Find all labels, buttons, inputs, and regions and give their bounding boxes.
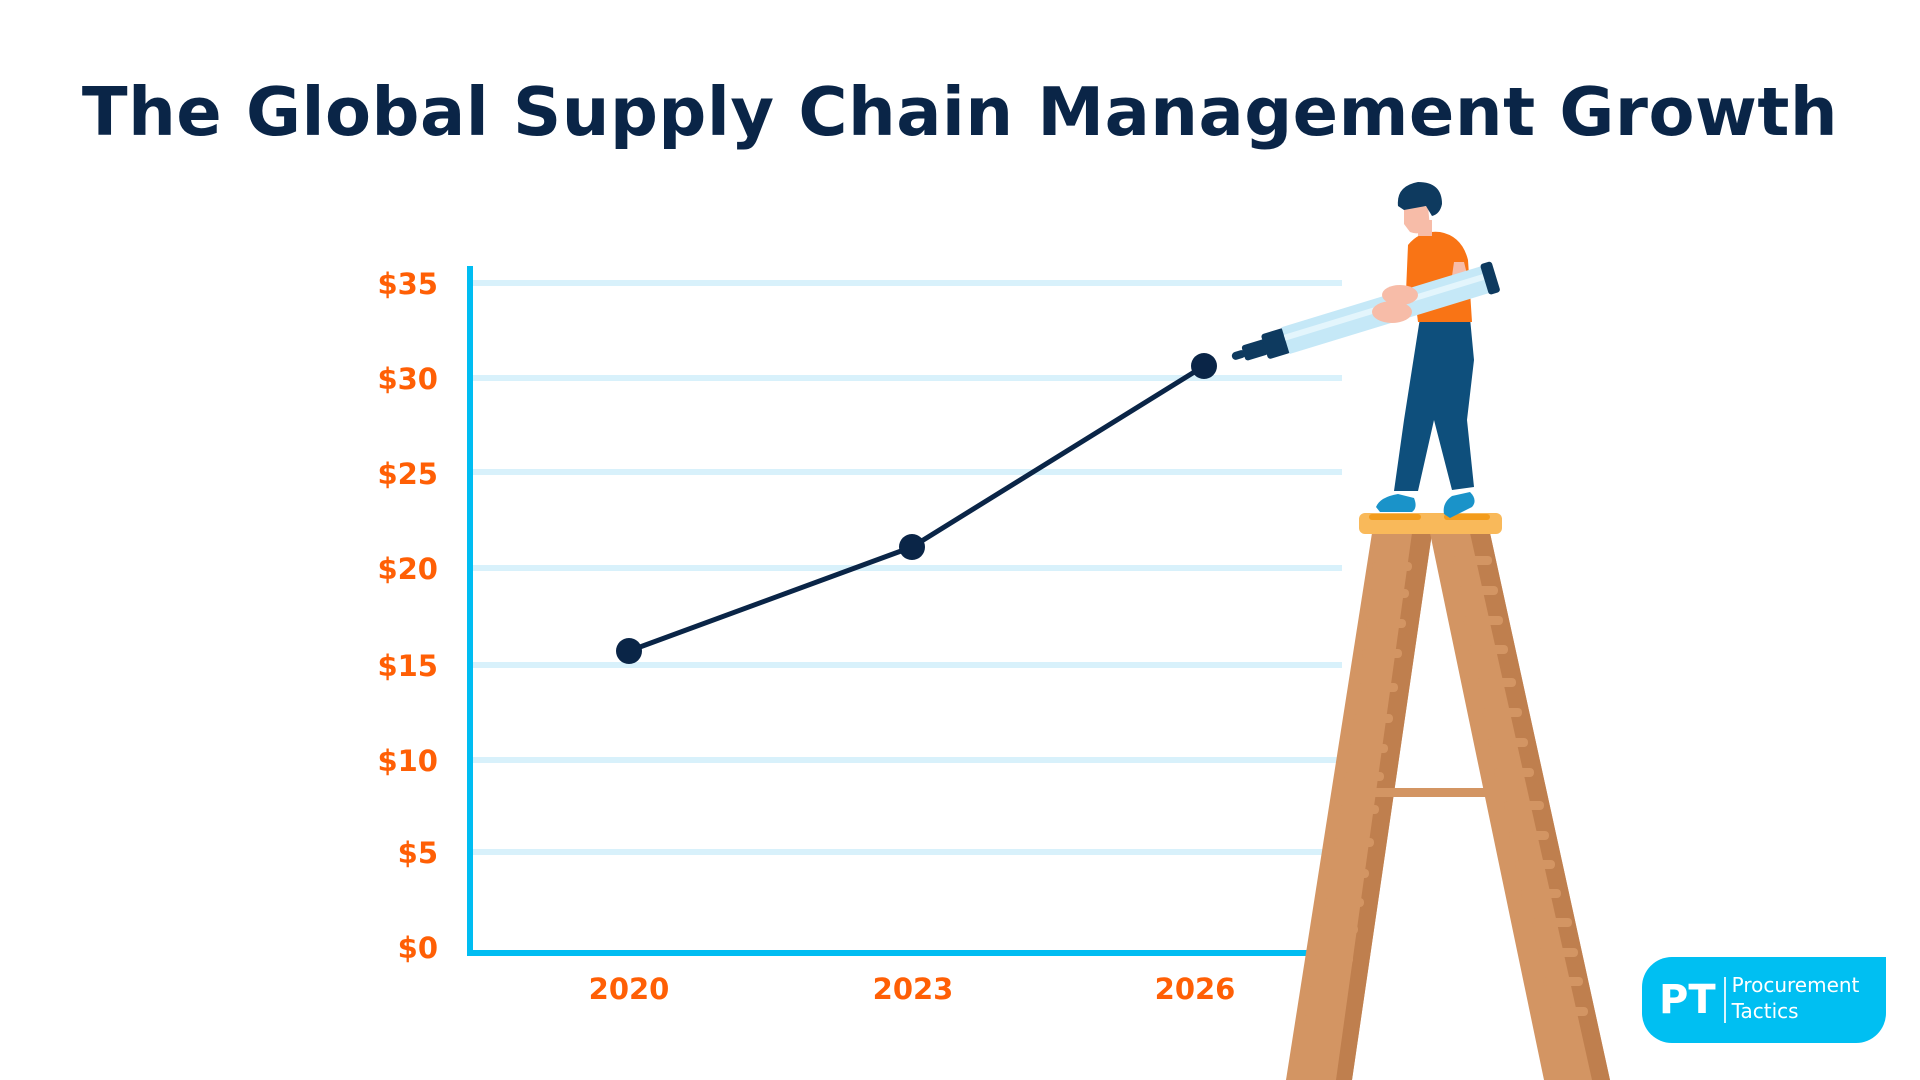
procurement-tactics-logo: PT Procurement Tactics [1642,957,1886,1043]
ladder-illustration [1286,513,1610,1080]
chart-title: The Global Supply Chain Management Growt… [81,73,1839,151]
y-tick-label: $20 [377,552,438,586]
logo-line-1: Procurement [1731,973,1860,997]
y-tick-label: $35 [377,267,438,301]
y-tick-label: $15 [377,649,438,683]
logo-wordmark: Procurement Tactics [1732,972,1860,1024]
x-tick-label: 2020 [589,972,670,1006]
data-point-2020 [616,638,642,664]
y-tick-label: $0 [398,931,438,965]
data-point-2026 [1191,353,1217,379]
y-axis-labels: $35 $30 $25 $20 $15 $10 $5 $0 [377,267,438,965]
x-axis-labels: 2020 2023 2026 [589,972,1236,1006]
gridlines [473,280,1342,855]
x-axis [467,950,1342,956]
y-tick-label: $30 [377,362,438,396]
data-point-2023 [899,534,925,560]
logo-line-2: Tactics [1731,999,1799,1023]
logo-mark: PT [1659,977,1716,1023]
y-tick-label: $5 [398,836,438,870]
y-tick-label: $10 [377,744,438,778]
y-tick-label: $25 [377,457,438,491]
logo-divider [1723,977,1726,1023]
series-line [628,363,1206,654]
hands [1372,285,1418,323]
person-illustration [1376,182,1475,518]
x-tick-label: 2026 [1155,972,1236,1006]
y-axis [467,266,473,956]
x-tick-label: 2023 [873,972,954,1006]
